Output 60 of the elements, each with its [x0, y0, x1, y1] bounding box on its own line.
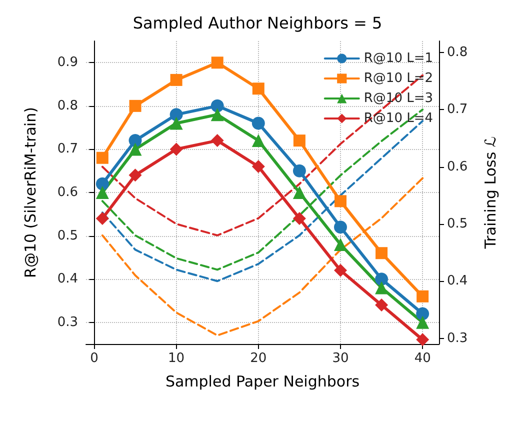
point	[416, 316, 430, 329]
y-axis-title: R@10 (SilverRiM-train)	[22, 107, 40, 278]
point	[334, 264, 347, 277]
point	[416, 333, 430, 346]
point	[416, 307, 430, 320]
point	[375, 272, 388, 286]
point	[375, 298, 388, 312]
point	[252, 116, 265, 130]
point	[96, 177, 109, 190]
legend-label: R@10 L=1	[364, 51, 434, 66]
point	[210, 99, 224, 112]
point	[170, 108, 183, 122]
y-tick-label: 0.5	[57, 228, 78, 244]
point	[375, 281, 388, 294]
point	[416, 290, 429, 302]
point	[96, 212, 109, 225]
x-tick-label: 30	[332, 351, 349, 366]
point	[96, 186, 109, 199]
point	[170, 74, 182, 86]
y2-tick-label: 0.4	[447, 274, 468, 289]
point	[128, 134, 142, 148]
point	[170, 116, 183, 130]
point	[376, 247, 388, 260]
point	[252, 134, 265, 148]
y2-tick-label: 0.6	[447, 159, 468, 174]
y2-tick-label: 0.3	[447, 330, 468, 346]
y-tick-label: 0.3	[57, 314, 78, 330]
point	[334, 195, 346, 208]
point	[292, 186, 306, 199]
point	[96, 152, 108, 164]
chart-title: Sampled Author Neighbors = 5	[132, 14, 382, 32]
point	[210, 134, 224, 148]
y2-tick-label: 0.5	[447, 216, 468, 232]
x-tick-label: 0	[90, 351, 98, 366]
point	[210, 108, 224, 122]
y-tick-label: 0.9	[57, 55, 78, 70]
legend-label: R@10 L=3	[364, 91, 434, 106]
point	[170, 142, 183, 156]
point	[252, 160, 265, 174]
point	[211, 56, 224, 69]
x-axis-title: Sampled Paper Neighbors	[165, 372, 360, 390]
point	[293, 134, 306, 147]
y-tick-label: 0.8	[57, 98, 78, 114]
point	[334, 220, 347, 234]
y-tick-label: 0.6	[57, 185, 78, 200]
point	[292, 164, 306, 178]
y2-axis-title: Training Loss ℒ	[482, 136, 500, 250]
y2-tick-label: 0.8	[447, 44, 468, 60]
point	[292, 212, 306, 225]
y-tick-label: 0.4	[57, 272, 78, 287]
point	[128, 142, 142, 156]
point	[252, 82, 264, 95]
x-tick-label: 40	[414, 351, 431, 366]
point	[129, 100, 142, 112]
y-tick-label: 0.7	[57, 142, 78, 157]
point	[334, 238, 347, 251]
y2-tick-label: 0.7	[447, 102, 468, 118]
x-tick-label: 20	[250, 351, 267, 366]
point	[128, 168, 142, 182]
x-tick-label: 10	[168, 351, 185, 366]
